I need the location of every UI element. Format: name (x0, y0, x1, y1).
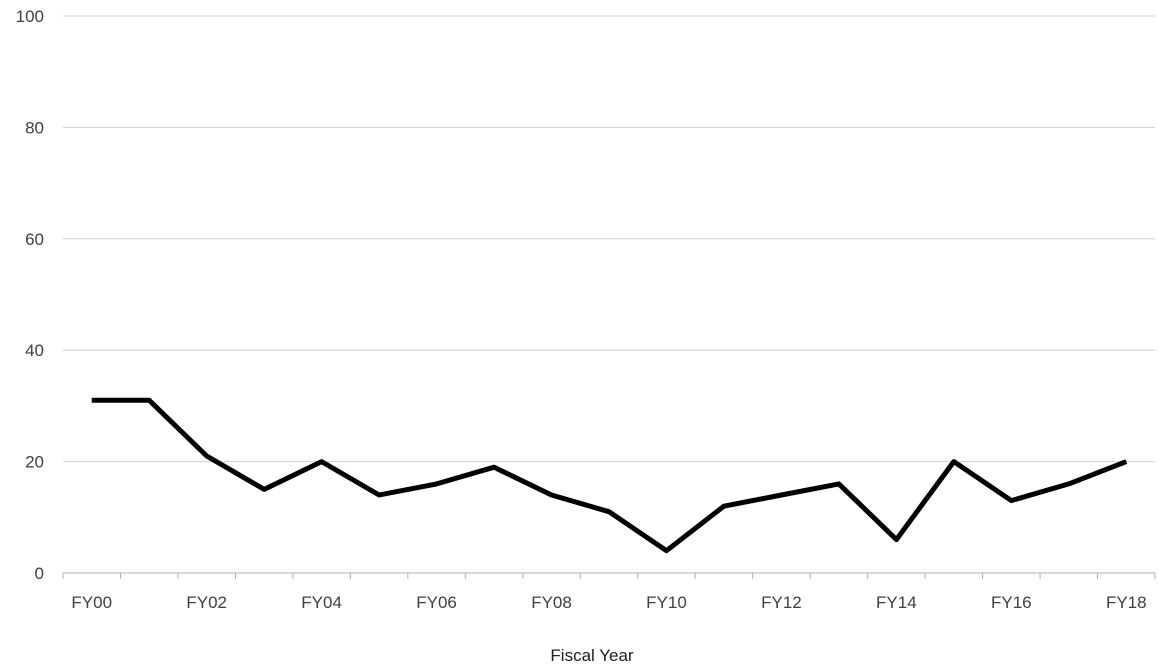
y-tick-label: 60 (25, 230, 44, 249)
series-layer (91, 397, 1128, 554)
x-tick-label: FY18 (1106, 593, 1147, 612)
tick-labels: 0 20 40 60 80 100 FY00 FY02 FY04 FY06 FY08 FY10 FY12… (16, 7, 1147, 612)
x-tick-label: FY16 (991, 593, 1032, 612)
x-tick-label: FY10 (646, 593, 687, 612)
x-tick-label: FY14 (876, 593, 917, 612)
x-axis-title: Fiscal Year (550, 646, 633, 665)
x-tick-label: FY00 (71, 593, 112, 612)
y-tick-label: 20 (25, 453, 44, 472)
x-tick-label: FY08 (531, 593, 572, 612)
gridlines (63, 15, 1155, 463)
y-tick-label: 80 (25, 118, 44, 137)
x-tick-label: FY06 (416, 593, 457, 612)
axes (62, 572, 1156, 579)
x-tick-label: FY02 (186, 593, 227, 612)
series-line-0 (91, 397, 1128, 554)
x-tick-label: FY04 (301, 593, 342, 612)
y-tick-label: 0 (35, 564, 44, 583)
x-tick-label: FY12 (761, 593, 802, 612)
y-tick-label: 40 (25, 341, 44, 360)
y-tick-label: 100 (16, 7, 44, 26)
